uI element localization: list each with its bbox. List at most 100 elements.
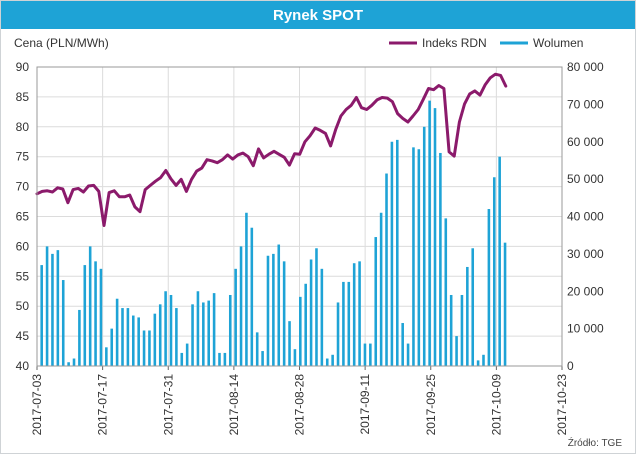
volume-bar (390, 141, 394, 366)
right-tick-label: 60 000 (567, 135, 604, 149)
left-tick-label: 90 (16, 60, 30, 74)
left-axis-label: Cena (PLN/MWh) (14, 36, 109, 50)
left-tick-label: 40 (16, 359, 30, 373)
chart-title: Rynek SPOT (1, 1, 635, 29)
left-tick-label: 65 (16, 210, 30, 224)
x-tick-label: 2017-10-09 (489, 374, 503, 436)
volume-bar (131, 315, 135, 366)
volume-bar (99, 268, 103, 366)
volume-bar (487, 209, 491, 366)
volume-bar (417, 149, 421, 366)
volume-bar (115, 298, 119, 366)
volume-bar (185, 343, 189, 366)
volume-bar (444, 218, 448, 366)
right-tick-label: 50 000 (567, 172, 604, 186)
right-tick-label: 70 000 (567, 97, 604, 111)
volume-bar (379, 212, 383, 366)
volume-bar (245, 212, 248, 366)
volume-bar (180, 352, 184, 366)
volume-bar (471, 248, 475, 366)
volume-bar (228, 294, 232, 366)
volume-bar (293, 349, 297, 366)
volume-bar (336, 302, 340, 366)
volume-bar (449, 294, 453, 366)
right-tick-label: 20 000 (567, 284, 604, 298)
volume-bar (196, 291, 200, 366)
volume-bar (406, 343, 410, 366)
volume-bar (207, 300, 211, 366)
volume-bar (482, 354, 485, 366)
volume-bar (40, 265, 43, 366)
volume-bar (212, 293, 216, 366)
volume-bar (250, 227, 254, 366)
x-tick-label: 2017-10-23 (555, 374, 569, 436)
legend-label-indeks: Indeks RDN (422, 36, 487, 50)
axes: 40 45 50 55 60 65 70 75 80 85 90 0 10 000 20 000 30 00… (16, 60, 604, 435)
left-tick-label: 80 (16, 120, 30, 134)
volume-bar (110, 328, 114, 366)
volume-bar (299, 296, 302, 366)
right-tick-label: 40 000 (567, 210, 604, 224)
volume-bar (218, 352, 221, 366)
volume-bar (239, 246, 243, 366)
volume-bar (492, 177, 496, 366)
volume-bar (137, 317, 140, 366)
volume-bar (374, 237, 378, 366)
left-tick-label: 50 (16, 299, 30, 313)
volume-bar (422, 126, 426, 366)
volume-bar (358, 261, 361, 366)
x-tick-label: 2017-09-25 (424, 374, 438, 436)
volume-bar (105, 347, 108, 366)
volume-bar (83, 265, 87, 366)
volume-bar (342, 281, 345, 366)
volume-bar (45, 246, 49, 366)
volume-bar (202, 302, 205, 366)
left-tick-label: 70 (16, 180, 30, 194)
x-tick-label: 2017-08-14 (227, 374, 241, 436)
volume-bar (175, 308, 178, 366)
volume-bar (169, 294, 173, 366)
volume-bar (142, 330, 146, 366)
volume-bar (191, 304, 194, 366)
volume-bar (309, 259, 313, 366)
volume-bar (460, 294, 464, 366)
volume-bar (61, 280, 65, 366)
volume-bar (401, 323, 404, 366)
volume-bar (476, 360, 480, 366)
source-note: Źródło: TGE (568, 436, 623, 449)
volume-bar (94, 261, 97, 366)
price-line (35, 72, 508, 227)
x-tick-label: 2017-09-11 (358, 374, 372, 435)
volume-bar (331, 354, 334, 366)
volume-bar (234, 268, 237, 366)
volume-bar (153, 313, 157, 366)
volume-bar (78, 309, 81, 366)
x-tick-label: 2017-07-17 (96, 374, 110, 436)
x-tick-label: 2017-07-03 (30, 374, 44, 436)
volume-bar (272, 253, 275, 366)
volume-bar (88, 246, 92, 366)
left-tick-label: 60 (16, 239, 30, 253)
volume-bar (277, 244, 281, 366)
volume-bar (320, 268, 324, 366)
volume-bar (158, 304, 162, 366)
volume-bar (261, 351, 264, 366)
right-tick-label: 80 000 (567, 60, 604, 74)
volume-bar (121, 308, 124, 366)
volume-bar (255, 332, 259, 366)
volume-bar (347, 281, 351, 366)
volume-bar (223, 352, 227, 366)
volume-bar (363, 343, 367, 366)
volume-bar (51, 253, 54, 366)
volume-bar (466, 266, 469, 366)
left-tick-label: 85 (16, 90, 30, 104)
volume-bar (266, 255, 270, 366)
volume-bar (67, 362, 70, 366)
volume-bar (126, 308, 130, 366)
volume-bar (352, 263, 356, 366)
volume-bar (304, 283, 307, 366)
right-tick-label: 10 000 (567, 322, 604, 336)
volume-bar (315, 248, 318, 366)
